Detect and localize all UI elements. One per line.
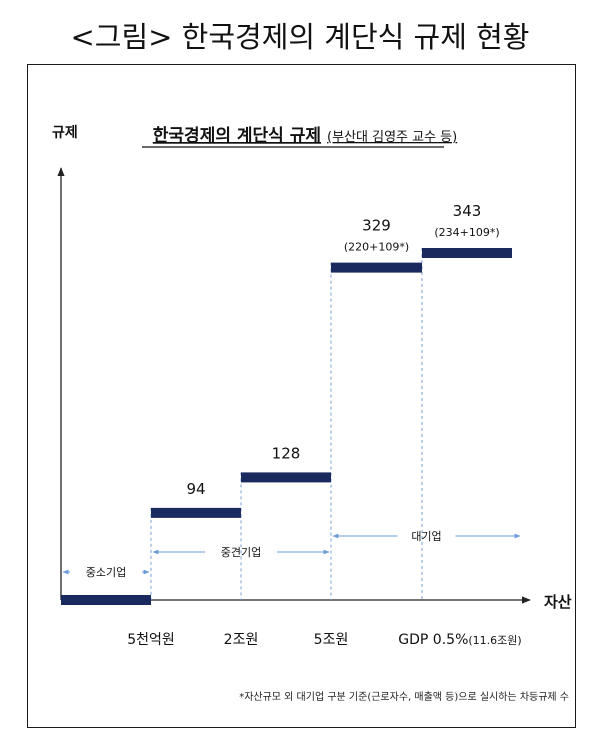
step-dividers xyxy=(150,248,423,600)
chart-title-line: 한국경제의 계단식 규제 (부산대 김영주 교수 등) xyxy=(153,126,457,146)
x-axis-label: 자산 xyxy=(544,593,572,611)
value-label: 128 xyxy=(272,444,301,462)
x-tick-label: GDP 0.5%(11.6조원) xyxy=(398,632,521,648)
step-bar xyxy=(241,472,331,483)
range-label: 중소기업 xyxy=(86,566,126,579)
chart-frame xyxy=(27,64,576,728)
value-sublabel: (234+109*) xyxy=(434,226,499,239)
x-tick-label: 5조원 xyxy=(314,632,349,648)
step-bar xyxy=(422,248,512,258)
value-labels: 94 128 329 (220+109*) 343 (234+109*) xyxy=(186,202,499,498)
value-label: 94 xyxy=(186,480,205,498)
range-label: 중견기업 xyxy=(221,546,261,559)
x-tick-label: 5천억원 xyxy=(127,632,175,648)
value-label: 343 xyxy=(453,202,482,220)
y-axis-label: 규제 xyxy=(52,125,78,141)
step-bar xyxy=(151,507,241,518)
footnote: *자산규모 외 대기업 구분 기준(근로자수, 매출액 등)으로 실시하는 차등… xyxy=(239,692,569,703)
x-tick-labels: 5천억원 2조원 5조원 GDP 0.5%(11.6조원) xyxy=(127,632,521,648)
company-ranges: 중소기업 중견기업 대기업 xyxy=(62,530,521,579)
x-tick-label: 2조원 xyxy=(224,632,259,648)
chart-title: 한국경제의 계단식 규제 xyxy=(153,126,321,146)
figure-caption: <그림> 한국경제의 계단식 규제 현황 xyxy=(70,20,530,54)
chart-subtitle: (부산대 김영주 교수 등) xyxy=(327,130,457,145)
value-label: 329 xyxy=(362,217,391,235)
value-sublabel: (220+109*) xyxy=(344,241,409,254)
step-bars xyxy=(61,248,512,605)
step-bar xyxy=(61,595,151,605)
range-label: 대기업 xyxy=(411,530,441,543)
step-bar xyxy=(331,262,422,273)
